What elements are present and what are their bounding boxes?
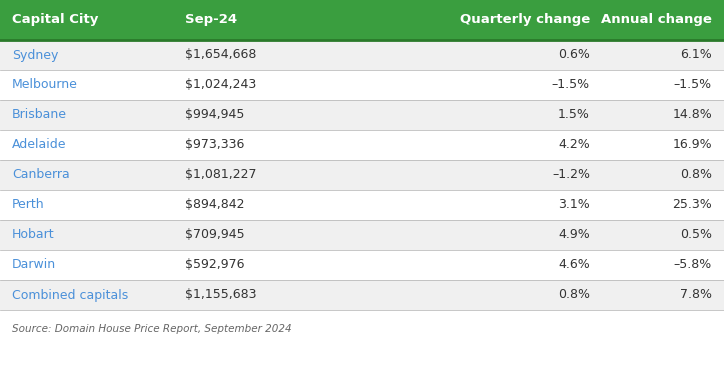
Text: $1,654,668: $1,654,668 [185,48,256,62]
Text: $994,945: $994,945 [185,109,245,122]
Text: –1.5%: –1.5% [674,78,712,91]
Text: –1.2%: –1.2% [552,169,590,182]
Text: Capital City: Capital City [12,13,98,26]
Text: 4.2%: 4.2% [558,138,590,151]
Text: Annual change: Annual change [601,13,712,26]
Text: Hobart: Hobart [12,229,54,241]
Text: 0.6%: 0.6% [558,48,590,62]
Bar [0,0,724,40]
Text: 0.8%: 0.8% [558,288,590,301]
Bar [0,70,724,100]
Text: 4.6%: 4.6% [558,258,590,272]
Text: $1,081,227: $1,081,227 [185,169,256,182]
Text: Combined capitals: Combined capitals [12,288,128,301]
Text: –1.5%: –1.5% [552,78,590,91]
Bar [0,100,724,130]
Bar [0,250,724,280]
Text: Perth: Perth [12,198,45,211]
Text: $894,842: $894,842 [185,198,245,211]
Text: Adelaide: Adelaide [12,138,67,151]
Text: 7.8%: 7.8% [680,288,712,301]
Text: $709,945: $709,945 [185,229,245,241]
Bar [0,130,724,160]
Text: 6.1%: 6.1% [681,48,712,62]
Text: 25.3%: 25.3% [673,198,712,211]
Text: Melbourne: Melbourne [12,78,78,91]
Text: Sydney: Sydney [12,48,59,62]
Text: 4.9%: 4.9% [558,229,590,241]
Text: 3.1%: 3.1% [558,198,590,211]
Text: Sep-24: Sep-24 [185,13,237,26]
Text: 14.8%: 14.8% [673,109,712,122]
Text: 0.8%: 0.8% [680,169,712,182]
Bar [0,40,724,70]
Bar [0,280,724,310]
Text: 1.5%: 1.5% [558,109,590,122]
Text: $1,024,243: $1,024,243 [185,78,256,91]
Text: $1,155,683: $1,155,683 [185,288,256,301]
Text: 16.9%: 16.9% [673,138,712,151]
Text: Canberra: Canberra [12,169,70,182]
Text: $592,976: $592,976 [185,258,245,272]
Text: Darwin: Darwin [12,258,56,272]
Text: $973,336: $973,336 [185,138,245,151]
Bar [0,160,724,190]
Text: Brisbane: Brisbane [12,109,67,122]
Text: Source: Domain House Price Report, September 2024: Source: Domain House Price Report, Septe… [12,324,292,334]
Bar [0,220,724,250]
Text: –5.8%: –5.8% [674,258,712,272]
Bar [0,190,724,220]
Text: 0.5%: 0.5% [680,229,712,241]
Text: Quarterly change: Quarterly change [460,13,590,26]
